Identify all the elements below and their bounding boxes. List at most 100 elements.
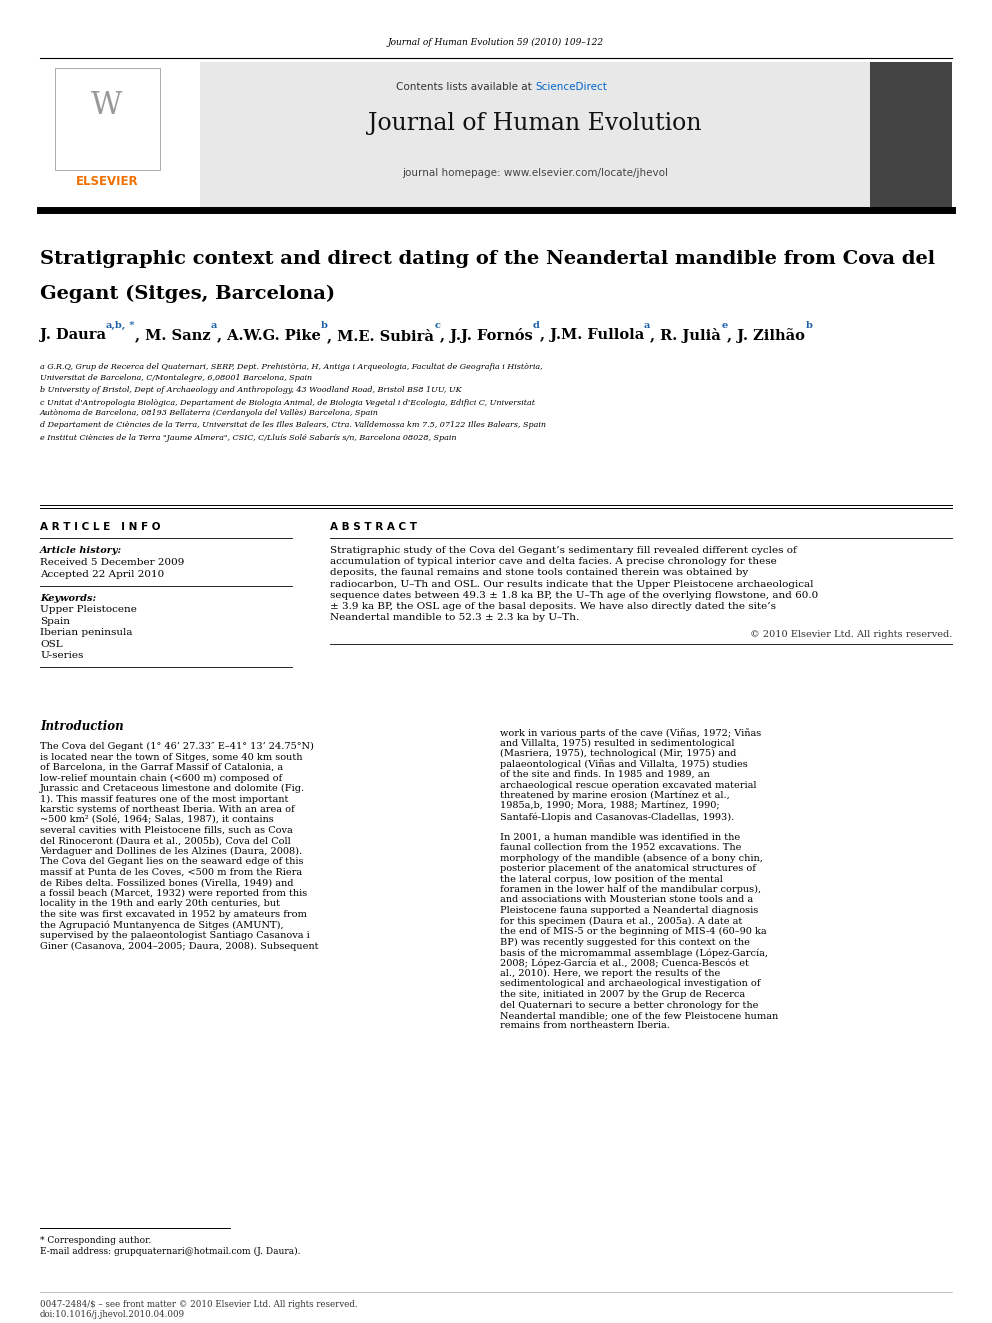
- Text: Journal of Human Evolution 59 (2010) 109–122: Journal of Human Evolution 59 (2010) 109…: [388, 38, 604, 48]
- Text: Giner (Casanova, 2004–2005; Daura, 2008). Subsequent: Giner (Casanova, 2004–2005; Daura, 2008)…: [40, 942, 318, 951]
- Text: Neandertal mandible; one of the few Pleistocene human: Neandertal mandible; one of the few Plei…: [500, 1011, 779, 1020]
- Text: and associations with Mousterian stone tools and a: and associations with Mousterian stone t…: [500, 896, 753, 905]
- Text: E-mail address: grupquaternari@hotmail.com (J. Daura).: E-mail address: grupquaternari@hotmail.c…: [40, 1248, 301, 1256]
- Text: , J.J. Fornós: , J.J. Fornós: [440, 328, 533, 343]
- Text: © 2010 Elsevier Ltd. All rights reserved.: © 2010 Elsevier Ltd. All rights reserved…: [750, 630, 952, 639]
- Text: Journal of Human Evolution: Journal of Human Evolution: [368, 112, 701, 135]
- Text: (Masriera, 1975), technological (Mir, 1975) and: (Masriera, 1975), technological (Mir, 19…: [500, 749, 736, 758]
- Text: a fossil beach (Marcet, 1932) were reported from this: a fossil beach (Marcet, 1932) were repor…: [40, 889, 308, 898]
- Text: A B S T R A C T: A B S T R A C T: [330, 523, 417, 532]
- Text: b: b: [320, 321, 327, 331]
- Text: d: d: [533, 321, 540, 331]
- Text: ± 3.9 ka BP, the OSL age of the basal deposits. We have also directly dated the : ± 3.9 ka BP, the OSL age of the basal de…: [330, 602, 776, 611]
- Text: Gegant (Sitges, Barcelona): Gegant (Sitges, Barcelona): [40, 284, 335, 303]
- Text: al., 2010). Here, we report the results of the: al., 2010). Here, we report the results …: [500, 968, 720, 978]
- Text: Received 5 December 2009: Received 5 December 2009: [40, 558, 185, 568]
- Bar: [870, 62, 952, 208]
- Text: a G.R.Q, Grup de Recerca del Quaternari, SERP, Dept. Prehistòria, H, Antiga i Ar: a G.R.Q, Grup de Recerca del Quaternari,…: [40, 363, 543, 370]
- Text: Article history:: Article history:: [40, 546, 122, 556]
- Text: the Agrupació Muntanyenca de Sitges (AMUNT),: the Agrupació Muntanyenca de Sitges (AMU…: [40, 921, 284, 930]
- Text: doi:10.1016/j.jhevol.2010.04.009: doi:10.1016/j.jhevol.2010.04.009: [40, 1310, 186, 1319]
- Text: supervised by the palaeontologist Santiago Casanova i: supervised by the palaeontologist Santia…: [40, 931, 310, 941]
- Text: and Villalta, 1975) resulted in sedimentological: and Villalta, 1975) resulted in sediment…: [500, 738, 734, 747]
- Text: Verdaguer and Dollines de les Alzines (Daura, 2008).: Verdaguer and Dollines de les Alzines (D…: [40, 847, 303, 856]
- Text: del Rinoceront (Daura et al., 2005b), Cova del Coll: del Rinoceront (Daura et al., 2005b), Co…: [40, 836, 291, 845]
- Text: the end of MIS-5 or the beginning of MIS-4 (60–90 ka: the end of MIS-5 or the beginning of MIS…: [500, 927, 767, 937]
- Text: OSL: OSL: [40, 639, 62, 648]
- Text: The Cova del Gegant (1° 46’ 27.33″ E–41° 13’ 24.75°N): The Cova del Gegant (1° 46’ 27.33″ E–41°…: [40, 742, 313, 751]
- Text: Spain: Spain: [40, 617, 70, 626]
- Text: posterior placement of the anatomical structures of: posterior placement of the anatomical st…: [500, 864, 756, 873]
- Text: sequence dates between 49.3 ± 1.8 ka BP, the U–Th age of the overlying flowstone: sequence dates between 49.3 ± 1.8 ka BP,…: [330, 591, 818, 599]
- Text: work in various parts of the cave (Viñas, 1972; Viñas: work in various parts of the cave (Viñas…: [500, 728, 761, 738]
- Text: radiocarbon, U–Th and OSL. Our results indicate that the Upper Pleistocene archa: radiocarbon, U–Th and OSL. Our results i…: [330, 579, 813, 589]
- Text: a: a: [644, 321, 651, 331]
- Text: , M. Sanz: , M. Sanz: [135, 328, 210, 343]
- Text: Iberian peninsula: Iberian peninsula: [40, 628, 133, 636]
- Text: Contents lists available at: Contents lists available at: [396, 82, 535, 93]
- Text: Pleistocene fauna supported a Neandertal diagnosis: Pleistocene fauna supported a Neandertal…: [500, 906, 758, 916]
- Text: b: b: [806, 321, 812, 331]
- Text: ELSEVIER: ELSEVIER: [75, 175, 138, 188]
- Bar: [40, 62, 200, 208]
- Text: A R T I C L E   I N F O: A R T I C L E I N F O: [40, 523, 161, 532]
- Text: Neandertal mandible to 52.3 ± 2.3 ka by U–Th.: Neandertal mandible to 52.3 ± 2.3 ka by …: [330, 613, 579, 622]
- Text: foramen in the lower half of the mandibular corpus),: foramen in the lower half of the mandibu…: [500, 885, 761, 894]
- Text: several cavities with Pleistocene fills, such as Cova: several cavities with Pleistocene fills,…: [40, 826, 293, 835]
- Text: BP) was recently suggested for this context on the: BP) was recently suggested for this cont…: [500, 938, 750, 947]
- Text: basis of the micromammal assemblage (López-García,: basis of the micromammal assemblage (Lóp…: [500, 949, 768, 958]
- Text: The Cova del Gegant lies on the seaward edge of this: The Cova del Gegant lies on the seaward …: [40, 857, 304, 867]
- Text: del Quaternari to secure a better chronology for the: del Quaternari to secure a better chrono…: [500, 1000, 758, 1009]
- Text: locality in the 19th and early 20th centuries, but: locality in the 19th and early 20th cent…: [40, 900, 280, 909]
- Text: low-relief mountain chain (<600 m) composed of: low-relief mountain chain (<600 m) compo…: [40, 774, 282, 783]
- Text: the lateral corpus, low position of the mental: the lateral corpus, low position of the …: [500, 875, 723, 884]
- Text: Stratigraphic context and direct dating of the Neandertal mandible from Cova del: Stratigraphic context and direct dating …: [40, 250, 935, 269]
- Text: e: e: [721, 321, 727, 331]
- Text: Keywords:: Keywords:: [40, 594, 96, 603]
- Text: c: c: [434, 321, 440, 331]
- Text: threatened by marine erosion (Martínez et al.,: threatened by marine erosion (Martínez e…: [500, 791, 730, 800]
- Text: for this specimen (Daura et al., 2005a). A date at: for this specimen (Daura et al., 2005a).…: [500, 917, 742, 926]
- Text: ScienceDirect: ScienceDirect: [535, 82, 607, 93]
- Text: de Ribes delta. Fossilized bones (Virella, 1949) and: de Ribes delta. Fossilized bones (Virell…: [40, 878, 294, 888]
- Text: , A.W.G. Pike: , A.W.G. Pike: [216, 328, 320, 343]
- Text: , J. Zilhão: , J. Zilhão: [727, 328, 806, 343]
- Text: the site, initiated in 2007 by the Grup de Recerca: the site, initiated in 2007 by the Grup …: [500, 990, 745, 999]
- Text: d Departament de Ciències de la Terra, Universitat de les Illes Balears, Ctra. V: d Departament de Ciències de la Terra, U…: [40, 422, 546, 430]
- Text: archaeological rescue operation excavated material: archaeological rescue operation excavate…: [500, 781, 757, 790]
- Text: * Corresponding author.: * Corresponding author.: [40, 1236, 152, 1245]
- Text: Accepted 22 April 2010: Accepted 22 April 2010: [40, 570, 165, 579]
- Text: In 2001, a human mandible was identified in the: In 2001, a human mandible was identified…: [500, 832, 740, 841]
- Text: of Barcelona, in the Garraf Massif of Catalonia, a: of Barcelona, in the Garraf Massif of Ca…: [40, 763, 283, 773]
- Text: Jurassic and Cretaceous limestone and dolomite (Fig.: Jurassic and Cretaceous limestone and do…: [40, 785, 306, 792]
- Text: Universitat de Barcelona, C/Montalegre, 6,08001 Barcelona, Spain: Universitat de Barcelona, C/Montalegre, …: [40, 373, 312, 381]
- Text: 1985a,b, 1990; Mora, 1988; Martínez, 1990;: 1985a,b, 1990; Mora, 1988; Martínez, 199…: [500, 802, 719, 811]
- Text: remains from northeastern Iberia.: remains from northeastern Iberia.: [500, 1021, 670, 1031]
- Text: massif at Punta de les Coves, <500 m from the Riera: massif at Punta de les Coves, <500 m fro…: [40, 868, 303, 877]
- Text: c Unitat d'Antropologia Biològica, Departament de Biologia Animal, de Biologia V: c Unitat d'Antropologia Biològica, Depar…: [40, 398, 535, 406]
- Text: karstic systems of northeast Iberia. With an area of: karstic systems of northeast Iberia. Wit…: [40, 804, 295, 814]
- Text: palaeontological (Viñas and Villalta, 1975) studies: palaeontological (Viñas and Villalta, 19…: [500, 759, 748, 769]
- Text: ~500 km² (Solé, 1964; Salas, 1987), it contains: ~500 km² (Solé, 1964; Salas, 1987), it c…: [40, 815, 274, 824]
- Text: 2008; López-García et al., 2008; Cuenca-Bescós et: 2008; López-García et al., 2008; Cuenca-…: [500, 958, 749, 968]
- Text: *: *: [126, 321, 135, 331]
- Text: 1). This massif features one of the most important: 1). This massif features one of the most…: [40, 795, 289, 803]
- Text: Introduction: Introduction: [40, 720, 124, 733]
- Text: , J.M. Fullola: , J.M. Fullola: [540, 328, 644, 343]
- Text: e Institut Ciències de la Terra "Jaume Almera", CSIC, C/Lluís Solé Sabarís s/n, : e Institut Ciències de la Terra "Jaume A…: [40, 434, 456, 442]
- Text: a,b,: a,b,: [106, 321, 126, 331]
- Text: of the site and finds. In 1985 and 1989, an: of the site and finds. In 1985 and 1989,…: [500, 770, 709, 779]
- Text: is located near the town of Sitges, some 40 km south: is located near the town of Sitges, some…: [40, 753, 303, 762]
- Text: sedimentological and archaeological investigation of: sedimentological and archaeological inve…: [500, 979, 761, 988]
- Text: journal homepage: www.elsevier.com/locate/jhevol: journal homepage: www.elsevier.com/locat…: [402, 168, 668, 179]
- Bar: [55, 67, 160, 169]
- Text: faunal collection from the 1952 excavations. The: faunal collection from the 1952 excavati…: [500, 843, 741, 852]
- Text: , R. Julià: , R. Julià: [651, 328, 721, 343]
- Text: U-series: U-series: [40, 651, 83, 660]
- Text: J. Daura: J. Daura: [40, 328, 106, 343]
- Text: Autònoma de Barcelona, 08193 Bellaterra (Cerdanyola del Vallès) Barcelona, Spain: Autònoma de Barcelona, 08193 Bellaterra …: [40, 409, 379, 417]
- Text: a: a: [210, 321, 216, 331]
- Text: Stratigraphic study of the Cova del Gegant’s sedimentary fill revealed different: Stratigraphic study of the Cova del Gega…: [330, 546, 797, 556]
- Text: deposits, the faunal remains and stone tools contained therein was obtained by: deposits, the faunal remains and stone t…: [330, 569, 748, 577]
- Text: morphology of the mandible (absence of a bony chin,: morphology of the mandible (absence of a…: [500, 853, 763, 863]
